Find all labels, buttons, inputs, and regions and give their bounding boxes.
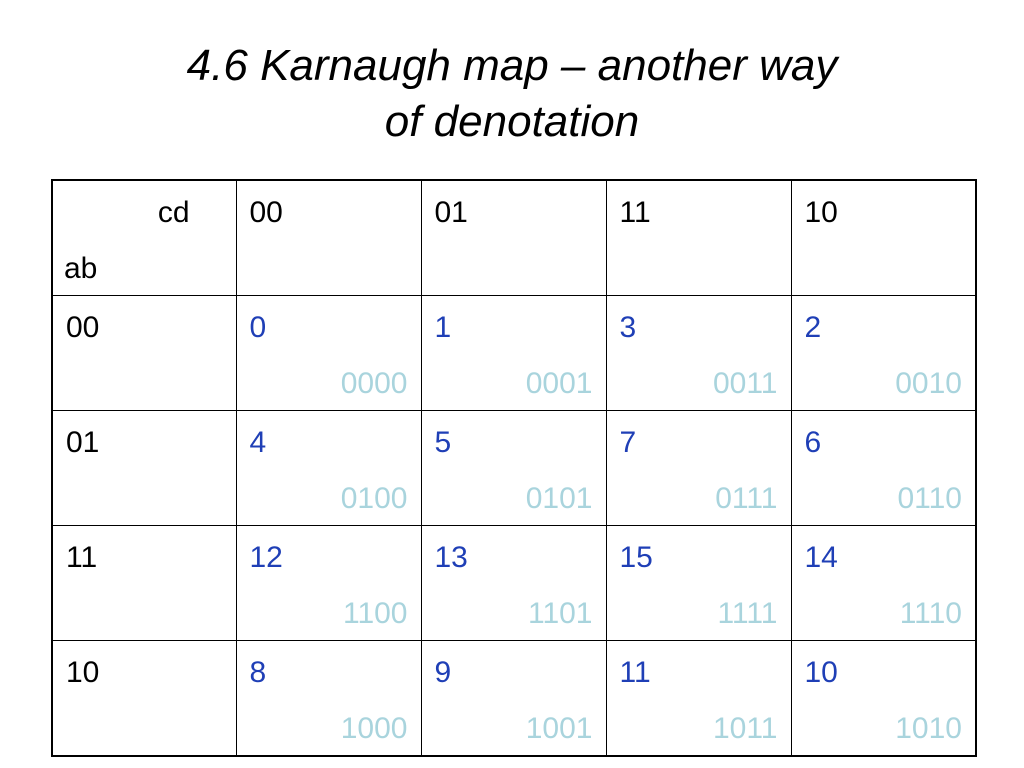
map-cell: 2 0010 (790, 295, 977, 411)
cell-number: 4 (249, 426, 267, 459)
row-header-label: 00 (66, 311, 100, 344)
row-header: 10 (51, 640, 237, 757)
column-header-label: 10 (804, 196, 838, 229)
corner-label-ab: ab (64, 252, 98, 285)
cell-number: 8 (249, 656, 267, 689)
cell-number: 9 (434, 656, 452, 689)
cell-number: 15 (619, 541, 653, 574)
cell-binary: 0110 (897, 482, 962, 515)
header-row: cd ab 00 01 11 10 (51, 179, 977, 296)
cell-binary: 0001 (525, 367, 593, 400)
cell-number: 6 (804, 426, 822, 459)
cell-number: 11 (619, 656, 651, 689)
map-cell: 15 1111 (605, 525, 792, 641)
cell-binary: 1001 (525, 712, 593, 745)
cell-number: 3 (619, 311, 637, 344)
slide-title: 4.6 Karnaugh map – another way of denota… (0, 38, 1024, 150)
row-header-label: 01 (66, 426, 100, 459)
cell-binary: 1010 (895, 712, 962, 745)
cell-binary: 0011 (712, 367, 778, 400)
map-cell: 4 0100 (235, 410, 422, 526)
map-cell: 14 1110 (790, 525, 977, 641)
cell-number: 0 (249, 311, 267, 344)
row-header: 11 (51, 525, 237, 641)
map-cell: 10 1010 (790, 640, 977, 757)
cell-number: 7 (619, 426, 637, 459)
cell-binary: 0100 (340, 482, 408, 515)
map-cell: 7 0111 (605, 410, 792, 526)
column-header-label: 00 (249, 196, 283, 229)
column-header-label: 11 (619, 196, 651, 229)
map-cell: 8 1000 (235, 640, 422, 757)
cell-binary: 1011 (712, 712, 778, 745)
cell-binary: 0010 (895, 367, 962, 400)
cell-number: 14 (804, 541, 838, 574)
cell-binary: 1100 (342, 597, 408, 630)
table-row: 10 8 1000 9 1001 11 1011 10 1010 (51, 640, 977, 757)
map-cell: 3 0011 (605, 295, 792, 411)
column-header: 01 (420, 179, 607, 296)
row-header: 00 (51, 295, 237, 411)
slide-title-line-1: 4.6 Karnaugh map – another way (186, 41, 838, 90)
map-cell: 6 0110 (790, 410, 977, 526)
cell-number: 13 (434, 541, 468, 574)
table-row: 01 4 0100 5 0101 7 0111 6 0110 (51, 410, 977, 526)
table-row: 00 0 0000 1 0001 3 0011 2 0010 (51, 295, 977, 411)
cell-binary: 1000 (340, 712, 408, 745)
slide-title-line-2: of denotation (384, 97, 640, 146)
cell-number: 12 (249, 541, 283, 574)
karnaugh-map-table: cd ab 00 01 11 10 00 0 0000 1 0001 3 0011 2… (51, 179, 977, 757)
row-header-label: 11 (66, 541, 98, 574)
corner-cell: cd ab (51, 179, 237, 296)
cell-number: 5 (434, 426, 452, 459)
cell-binary: 0111 (715, 482, 778, 515)
column-header: 00 (235, 179, 422, 296)
map-cell: 11 1011 (605, 640, 792, 757)
column-header-label: 01 (434, 196, 468, 229)
column-header: 11 (605, 179, 792, 296)
cell-number: 2 (804, 311, 822, 344)
map-cell: 0 0000 (235, 295, 422, 411)
row-header: 01 (51, 410, 237, 526)
map-cell: 12 1100 (235, 525, 422, 641)
cell-binary: 1111 (717, 597, 778, 630)
cell-binary: 1110 (899, 597, 962, 630)
cell-number: 10 (804, 656, 838, 689)
table-row: 11 12 1100 13 1101 15 1111 14 1110 (51, 525, 977, 641)
map-cell: 5 0101 (420, 410, 607, 526)
map-cell: 1 0001 (420, 295, 607, 411)
map-cell: 9 1001 (420, 640, 607, 757)
cell-binary: 1101 (527, 597, 593, 630)
row-header-label: 10 (66, 656, 100, 689)
column-header: 10 (790, 179, 977, 296)
cell-binary: 0101 (525, 482, 593, 515)
cell-number: 1 (434, 311, 452, 344)
cell-binary: 0000 (340, 367, 408, 400)
corner-label-cd: cd (157, 196, 190, 229)
map-cell: 13 1101 (420, 525, 607, 641)
